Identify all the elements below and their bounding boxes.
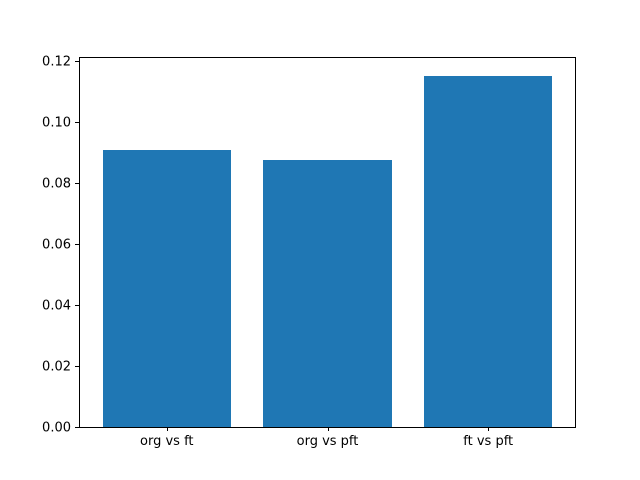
bar — [423, 75, 553, 427]
y-tick-label: 0.04 — [42, 298, 71, 314]
y-tick-mark — [75, 61, 79, 63]
y-tick-mark — [75, 366, 79, 368]
x-tick-label: ft vs pft — [463, 434, 514, 449]
y-tick-mark — [75, 427, 79, 428]
bar — [102, 150, 232, 427]
y-tick-mark — [75, 305, 79, 307]
bars-container — [80, 58, 575, 427]
x-tick-mark — [327, 427, 329, 431]
y-tick-label: 0.06 — [42, 237, 71, 253]
y-tick-label: 0.08 — [42, 176, 71, 192]
y-tick-label: 0.12 — [42, 54, 71, 70]
x-tick-label: org vs ft — [140, 434, 194, 449]
y-tick-mark — [75, 183, 79, 185]
y-tick-label: 0.02 — [42, 359, 71, 375]
x-tick-mark — [166, 427, 168, 431]
x-tick-label: org vs pft — [296, 434, 359, 449]
y-tick-mark — [75, 122, 79, 124]
bar — [263, 160, 392, 427]
y-tick-mark — [75, 244, 79, 246]
y-tick-label: 0.10 — [42, 115, 71, 131]
plot-area — [79, 57, 576, 428]
y-tick-label: 0.00 — [42, 420, 71, 435]
x-tick-mark — [488, 427, 490, 431]
